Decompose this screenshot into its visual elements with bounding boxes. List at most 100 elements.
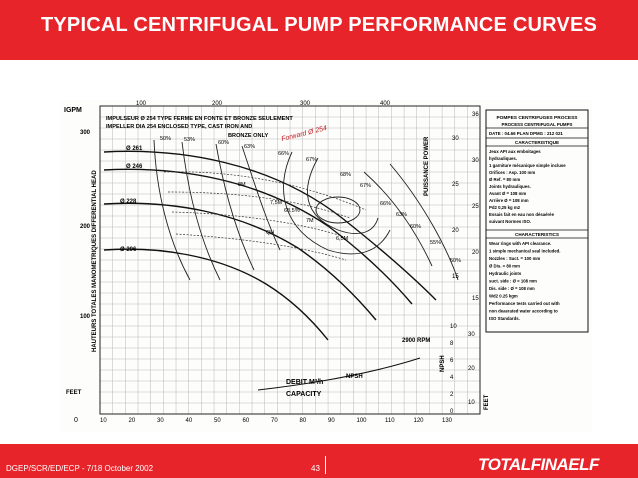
datasheet-fr-line: suivant Normes ISO. xyxy=(489,219,531,224)
bottom-tick: 110 xyxy=(385,418,395,424)
bottom-tick: 10 xyxy=(100,418,107,424)
eff-curve-60 xyxy=(215,143,255,271)
npsh-tick-right: 10 xyxy=(468,400,475,406)
bottom-tick: 40 xyxy=(186,418,193,424)
eff-label-50: 50% xyxy=(160,136,171,142)
datasheet-en-line: Nozzles : Suct. = 100 mm xyxy=(489,256,540,261)
datasheet-fr-line: Joints hydrauliques. xyxy=(489,184,531,189)
eff-label-68-5: 68.5% xyxy=(284,208,300,214)
eff-label-68: 68% xyxy=(340,172,351,178)
power-curve-7-5m xyxy=(167,191,351,219)
plot-frame xyxy=(99,105,481,415)
eff-curve-55-right xyxy=(389,163,459,281)
eff-curve-66 xyxy=(283,151,391,255)
datasheet-en-header: CHARACTERISTICS xyxy=(515,232,559,237)
datasheet-fr-line: Ø Ref. = 80 mm xyxy=(489,177,520,182)
npsh-tick-right: 30 xyxy=(468,332,475,338)
head-curve-228 xyxy=(103,202,377,321)
npsh-tick-right: 20 xyxy=(468,366,475,372)
bottom-tick: 100 xyxy=(357,418,368,424)
datasheet-en-line: Dis. side : Ø = 108 mm xyxy=(489,286,535,291)
power-label-6-5m: 6,5M xyxy=(336,236,349,242)
eff-label-60: 60% xyxy=(218,140,229,146)
left-axis-label: HAUTEURS TOTALES MANOMETRIQUES DIFFERENT… xyxy=(92,170,98,352)
eff-label-66-right: 66% xyxy=(380,201,391,207)
rpm-label: 2900 RPM xyxy=(402,338,430,344)
slide-title: TYPICAL CENTRIFUGAL PUMP PERFORMANCE CUR… xyxy=(40,14,598,36)
power-curve-6-5m xyxy=(175,233,347,261)
bottom-tick: 70 xyxy=(271,418,278,424)
eff-curve-68-5 xyxy=(315,196,361,224)
npsh-tick: 2 xyxy=(450,392,454,398)
npsh-tick: 10 xyxy=(450,324,457,330)
bottom-tick: 80 xyxy=(300,418,307,424)
power-tick-right: 30 xyxy=(472,158,479,164)
datasheet-en-line: Hydraulic joints xyxy=(489,271,522,276)
datasheet-fr-lines: Jeux API aux emboitages hydrauliques. 1 ga… xyxy=(489,149,566,224)
head-curves xyxy=(103,150,437,341)
power-label-7-5m: 7,5M xyxy=(270,200,283,206)
datasheet-fr-line: Essais fait en eau non désaérée xyxy=(489,212,555,217)
datasheet-en-line: ISO Standards. xyxy=(489,316,520,321)
datasheet-en-line: suct. side : Ø = 108 mm xyxy=(489,279,537,284)
eff-label-66: 66% xyxy=(278,151,289,157)
page-divider xyxy=(325,456,326,474)
impeller-label-246: Ø 246 xyxy=(126,164,143,170)
power-axis-label: PUISSANCE POWER xyxy=(424,136,430,196)
left-tick-300: 300 xyxy=(80,130,91,136)
datasheet-en-line: Wear rings with API clearance. xyxy=(489,241,551,246)
power-label-7m: 7M xyxy=(306,218,314,224)
impeller-label-261: Ø 261 xyxy=(126,146,143,152)
pump-curve-scan: IGPM 100 200 300 400 300 200 100 FEET HA… xyxy=(60,100,592,432)
note-line-1: IMPULSEUR Ø 254 TYPE FERME EN FONTE ET B… xyxy=(106,116,293,122)
title-band xyxy=(0,0,638,60)
power-tick-right: 36 xyxy=(472,112,479,118)
bottom-axis-zero: 0 xyxy=(74,417,78,424)
power-tick-right: 15 xyxy=(472,296,479,302)
page-number: 43 xyxy=(311,464,320,473)
datasheet-fr-header: CARACTERISTIQUE xyxy=(515,140,559,145)
power-curves xyxy=(163,171,367,261)
npsh-curve xyxy=(257,357,421,391)
bottom-axis-ticks: 10 20 30 40 50 60 70 80 90 100 110 120 130 xyxy=(100,418,453,424)
datasheet-fr-line: Jeux API aux emboitages xyxy=(489,149,541,154)
capacity-label: CAPACITY xyxy=(286,391,322,398)
power-tick: 25 xyxy=(452,182,459,188)
totalfinaelf-logo: TOTALFINAELF xyxy=(478,455,599,474)
power-curve-7m xyxy=(171,211,343,237)
npsh-curve-label: NPSH xyxy=(346,374,363,380)
eff-label-63: 63% xyxy=(244,144,255,150)
flow-label: DEBIT M³/h xyxy=(286,379,323,386)
npsh-axis-label: NPSH xyxy=(440,355,446,372)
top-axis-unit: IGPM xyxy=(64,107,82,114)
eff-label-67-right: 67% xyxy=(360,183,371,189)
bottom-tick: 60 xyxy=(243,418,250,424)
top-tick-400: 400 xyxy=(380,101,391,107)
power-tick-right: 25 xyxy=(472,204,479,210)
datasheet-panel: POMPES CENTRIFUGES PROCESS PROCESS CENTR… xyxy=(485,109,589,333)
power-tick: 20 xyxy=(452,228,459,234)
note-line-3: BRONZE ONLY xyxy=(228,133,268,139)
eff-curve-63 xyxy=(241,145,281,251)
qh-label: QH xyxy=(266,230,274,236)
datasheet-date: DATE : 04.66 PLAN DPMG : 212 021 xyxy=(489,131,563,136)
eff-label-53: 53% xyxy=(184,137,195,143)
bottom-tick: 50 xyxy=(214,418,221,424)
top-tick-300: 300 xyxy=(300,101,311,107)
eff-curve-60-right xyxy=(363,171,433,267)
head-curve-261 xyxy=(103,150,437,301)
datasheet-subtitle: PROCESS CENTRIFUGAL PUMPS xyxy=(502,122,573,127)
bottom-tick: 130 xyxy=(442,418,453,424)
power-axis-ticks: 30 25 20 15 36 30 25 20 15 xyxy=(452,112,479,302)
efficiency-curves xyxy=(153,139,459,281)
eff-label-63-right: 63% xyxy=(396,212,407,218)
datasheet-fr-line: 1 garniture mécanique simple incluse xyxy=(489,163,566,168)
npsh-tick: 6 xyxy=(450,358,454,364)
left-tick-100: 100 xyxy=(80,314,91,320)
eff-label-55-right: 55% xyxy=(430,240,441,246)
impeller-label-228: Ø 228 xyxy=(120,199,137,205)
footer-text: DGEP/SCR/ED/ECP - 7/18 October 2002 xyxy=(6,464,154,473)
power-label-8m: 8M xyxy=(238,182,246,188)
datasheet-fr-line: Avant Ø = 108 mm xyxy=(489,191,526,196)
